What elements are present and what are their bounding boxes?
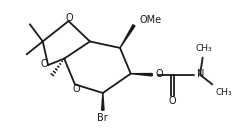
Text: O: O bbox=[40, 59, 48, 69]
Text: Br: Br bbox=[97, 113, 108, 123]
Text: CH₃: CH₃ bbox=[216, 88, 232, 97]
Text: N: N bbox=[197, 69, 205, 79]
Polygon shape bbox=[131, 74, 152, 76]
Text: OMe: OMe bbox=[140, 15, 162, 25]
Polygon shape bbox=[102, 93, 104, 110]
Polygon shape bbox=[120, 25, 135, 48]
Text: O: O bbox=[66, 13, 73, 23]
Text: O: O bbox=[156, 69, 163, 79]
Text: CH₃: CH₃ bbox=[195, 44, 212, 53]
Text: O: O bbox=[169, 96, 176, 106]
Text: O: O bbox=[72, 84, 80, 94]
